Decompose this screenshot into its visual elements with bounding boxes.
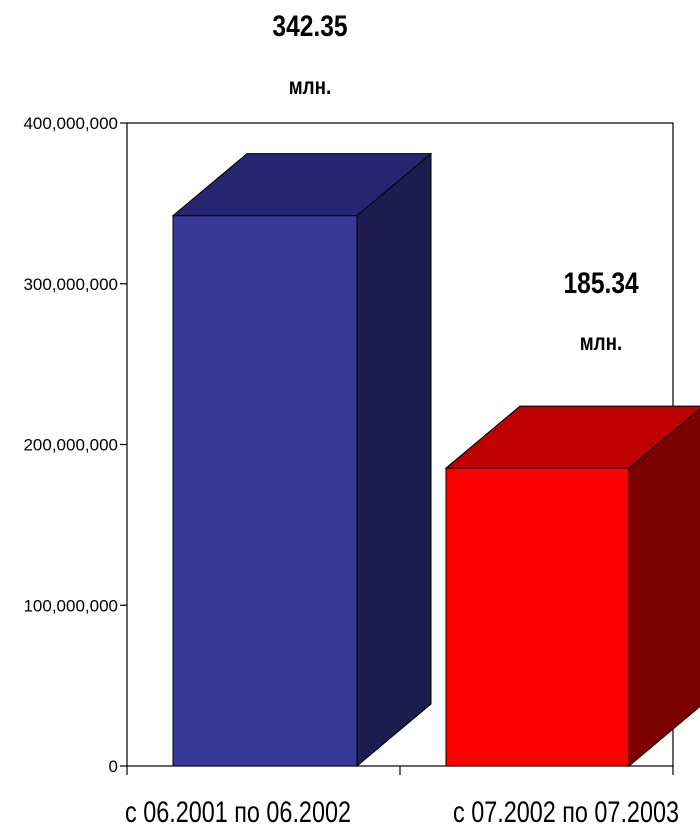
y-tick-label: 300,000,000 xyxy=(23,275,118,294)
data-labels: 342.35 млн. 185.34 млн. xyxy=(272,9,639,356)
bars-layer xyxy=(171,152,700,768)
data-label-unit: млн. xyxy=(580,330,623,355)
bar-side xyxy=(628,407,700,768)
bar xyxy=(445,467,630,767)
y-tick-label: 100,000,000 xyxy=(23,596,118,615)
bar xyxy=(172,215,358,767)
x-category-label: с 06.2001 по 06.2002 xyxy=(125,795,351,828)
data-label-unit: млн. xyxy=(289,74,332,99)
bar-side xyxy=(356,152,432,768)
data-label-value: 185.34 xyxy=(563,266,639,300)
y-axis: 0 100,000,000 200,000,000 300,000,000 400,00… xyxy=(23,114,127,776)
x-category-label: с 07.2002 по 07.2003 xyxy=(453,795,679,828)
x-axis: с 06.2001 по 06.2002 с 07.2002 по 07.2003 xyxy=(125,766,679,829)
y-tick-label: 400,000,000 xyxy=(23,114,118,133)
y-tick-label: 200,000,000 xyxy=(23,436,118,455)
y-tick-label: 0 xyxy=(109,757,118,776)
data-label-value: 342.35 xyxy=(272,9,347,43)
